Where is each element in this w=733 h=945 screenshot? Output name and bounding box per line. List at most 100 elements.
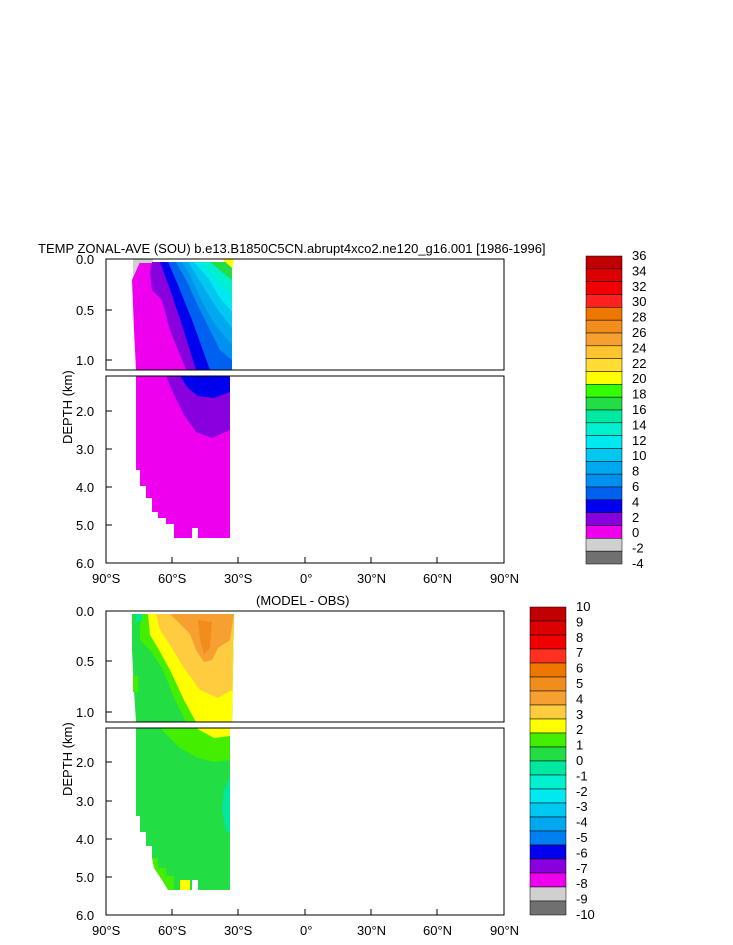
colorbar-swatch	[529, 634, 567, 650]
colorbar-label: 36	[632, 248, 646, 263]
colorbar-swatch	[529, 676, 567, 692]
colorbar-label: 32	[632, 279, 646, 294]
colorbar-swatch	[529, 690, 567, 706]
contour-fill-green-deep	[136, 728, 230, 890]
tick-label: 30°N	[357, 923, 386, 938]
tick-label: 30°S	[224, 571, 253, 586]
tick-label: 30°S	[224, 923, 253, 938]
tick-label: 60°N	[423, 571, 452, 586]
colorbar-label: -7	[576, 861, 588, 876]
colorbar-swatch	[529, 886, 567, 902]
colorbar-label: -4	[632, 556, 644, 571]
colorbar-swatch	[585, 448, 623, 462]
colorbar-swatch	[585, 473, 623, 488]
colorbar-label: 7	[576, 645, 583, 660]
panel1-lower-plot	[105, 375, 505, 564]
colorbar-swatch	[529, 606, 567, 622]
contour-fill-lightgreen-left	[133, 676, 138, 692]
panel2-upper-plot	[105, 610, 505, 723]
colorbar-swatch	[585, 371, 623, 385]
colorbar-label: 1	[576, 738, 583, 753]
panel1-ylabel: DEPTH (km)	[60, 370, 75, 444]
panel2-upper-frame	[105, 610, 505, 723]
colorbar-swatch	[529, 760, 567, 776]
colorbar-label: 26	[632, 325, 646, 340]
tick-label: 90°N	[490, 923, 519, 938]
colorbar-swatch	[585, 512, 623, 526]
panel2-subtitle: (MODEL - OBS)	[256, 593, 349, 608]
tick-label: 1.0	[76, 705, 94, 720]
colorbar-label: -3	[576, 799, 588, 814]
contour-fill-yellow	[222, 259, 234, 268]
colorbar-label: 6	[632, 479, 639, 494]
colorbar-label: 2	[576, 722, 583, 737]
colorbar-label: 2	[632, 510, 639, 525]
tick-label: 0°	[300, 923, 312, 938]
colorbar-label: 0	[632, 525, 639, 540]
tick-label: 60°S	[158, 571, 187, 586]
panel1-upper-frame	[105, 258, 505, 371]
tick-label: 6.0	[76, 908, 94, 923]
colorbar-label: 5	[576, 676, 583, 691]
panel1-y-ticks: 0.0 0.5 1.0 2.0 3.0 4.0 5.0 6.0	[76, 252, 112, 571]
colorbar-label: 10	[632, 448, 646, 463]
colorbar-swatch	[529, 830, 567, 846]
colorbar-swatch	[529, 872, 567, 888]
tick-label: 2.0	[76, 404, 94, 419]
tick-label: 60°N	[423, 923, 452, 938]
colorbar-swatch	[585, 255, 623, 270]
tick-label: 60°S	[158, 923, 187, 938]
colorbar-label: -9	[576, 892, 588, 907]
colorbar-label: 12	[632, 433, 646, 448]
contour-fill-yellow-bottom	[180, 880, 190, 890]
colorbar-label: -6	[576, 845, 588, 860]
colorbar-label: -4	[576, 815, 588, 830]
colorbar-swatch	[585, 422, 623, 436]
tick-label: 90°S	[92, 923, 121, 938]
colorbar-label: 4	[632, 494, 639, 509]
colorbar-label: -2	[576, 784, 588, 799]
tick-label: 5.0	[76, 870, 94, 885]
colorbar-swatch	[529, 732, 567, 748]
colorbar-swatch	[585, 435, 623, 449]
colorbar-swatch	[585, 461, 623, 475]
colorbar-swatch	[585, 307, 623, 321]
colorbar-swatch	[585, 486, 623, 501]
colorbar-label: 0	[576, 753, 583, 768]
colorbar-swatch	[585, 499, 623, 513]
colorbar-label: -1	[576, 768, 588, 783]
colorbar-swatch	[529, 844, 567, 860]
colorbar-swatch	[585, 319, 623, 334]
colorbar-swatch	[529, 802, 567, 818]
colorbar-swatch	[529, 900, 567, 916]
colorbar-swatch	[585, 345, 623, 359]
colorbar-swatch	[529, 746, 567, 762]
colorbar-swatch	[529, 774, 567, 790]
colorbar-swatch	[585, 268, 623, 282]
tick-label: 90°S	[92, 571, 121, 586]
panel2-x-ticks: 90°S 60°S 30°S 0° 30°N 60°N 90°N	[92, 909, 519, 938]
colorbar-swatch	[585, 384, 623, 398]
colorbar-label: -5	[576, 830, 588, 845]
tick-label: 3.0	[76, 794, 94, 809]
colorbar-label: -2	[632, 541, 644, 556]
colorbar-swatch	[585, 281, 623, 295]
colorbar-label: -10	[576, 907, 595, 922]
colorbar-label: 14	[632, 417, 646, 432]
colorbar-swatch	[529, 620, 567, 636]
colorbar-swatch	[585, 358, 623, 372]
colorbar-swatch	[529, 718, 567, 734]
colorbar-swatch	[585, 538, 623, 552]
contour-fill-lightgreen-bottom	[152, 858, 174, 890]
colorbar-swatch	[529, 858, 567, 874]
colorbar-swatch	[529, 788, 567, 804]
colorbar-swatch	[585, 409, 623, 424]
contour-fill-cyan-deep	[222, 778, 230, 834]
panel1-upper-plot	[105, 258, 505, 371]
tick-label: 2.0	[76, 755, 94, 770]
panel2-y-ticks: 0.0 0.5 1.0 2.0 3.0 4.0 5.0 6.0	[76, 604, 112, 923]
tick-label: 4.0	[76, 480, 94, 495]
contour-fill-cyan	[136, 614, 142, 622]
